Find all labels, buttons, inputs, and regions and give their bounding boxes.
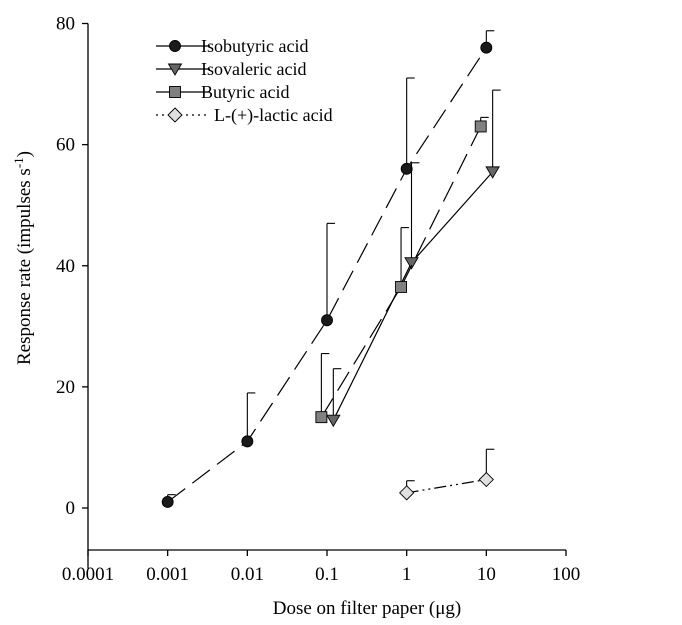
y-axis-label-main: Response rate (impulses s [14,168,35,365]
data-point [404,257,419,270]
axes: 0 20 40 60 80 0.0001 0.001 0.01 0.1 1 10 100 [56,14,580,586]
x-tick-label: 0.1 [315,564,339,585]
data-point [241,435,254,448]
x-tick-label: 100 [552,564,581,585]
series-line [406,478,487,494]
data-point [326,414,341,428]
legend-label: Butyric acid [201,82,289,102]
y-tick-label: 0 [66,498,76,519]
legend-label: Isovaleric acid [201,59,306,79]
data-point [315,411,328,424]
series-line [332,171,494,421]
x-tick-label: 0.001 [146,564,189,585]
data-point [480,41,493,54]
legend-label: Isobutyric acid [201,36,308,56]
series-line [167,47,487,503]
y-axis-label-end: ) [14,151,35,157]
legend-marker [169,86,181,98]
x-tick-label: 0.01 [231,564,264,585]
legend: Isobutyric acid Isovaleric acid Butyric ac… [156,36,333,126]
data-point [161,495,174,508]
data-point [399,485,415,501]
legend-marker [167,63,183,76]
data-point [400,162,413,175]
legend-marker [167,107,183,123]
y-axis-label: Response rate (impulses s-1) [11,151,35,365]
y-tick-label: 60 [56,135,75,156]
data-point [474,120,487,133]
data-point [321,314,333,327]
x-tick-label: 1 [402,564,412,585]
y-tick-label: 20 [56,377,75,398]
y-tick-label: 40 [56,256,75,277]
data-point [478,471,494,488]
y-axis-label-sup: -1 [11,157,26,168]
x-axis-label: Dose on filter paper (μg) [273,598,462,619]
x-tick-label: 0.0001 [62,564,114,585]
series-line [320,126,482,418]
legend-label: L-(+)-lactic acid [214,105,333,126]
series-3 [399,448,495,501]
data-point [395,280,407,293]
series-0 [161,30,495,508]
series-2 [315,116,489,424]
legend-marker [169,40,181,52]
series-1 [326,89,501,428]
y-tick-label: 80 [56,14,75,35]
x-tick-label: 10 [477,564,496,585]
series-layer [161,30,501,508]
data-point [485,166,500,179]
